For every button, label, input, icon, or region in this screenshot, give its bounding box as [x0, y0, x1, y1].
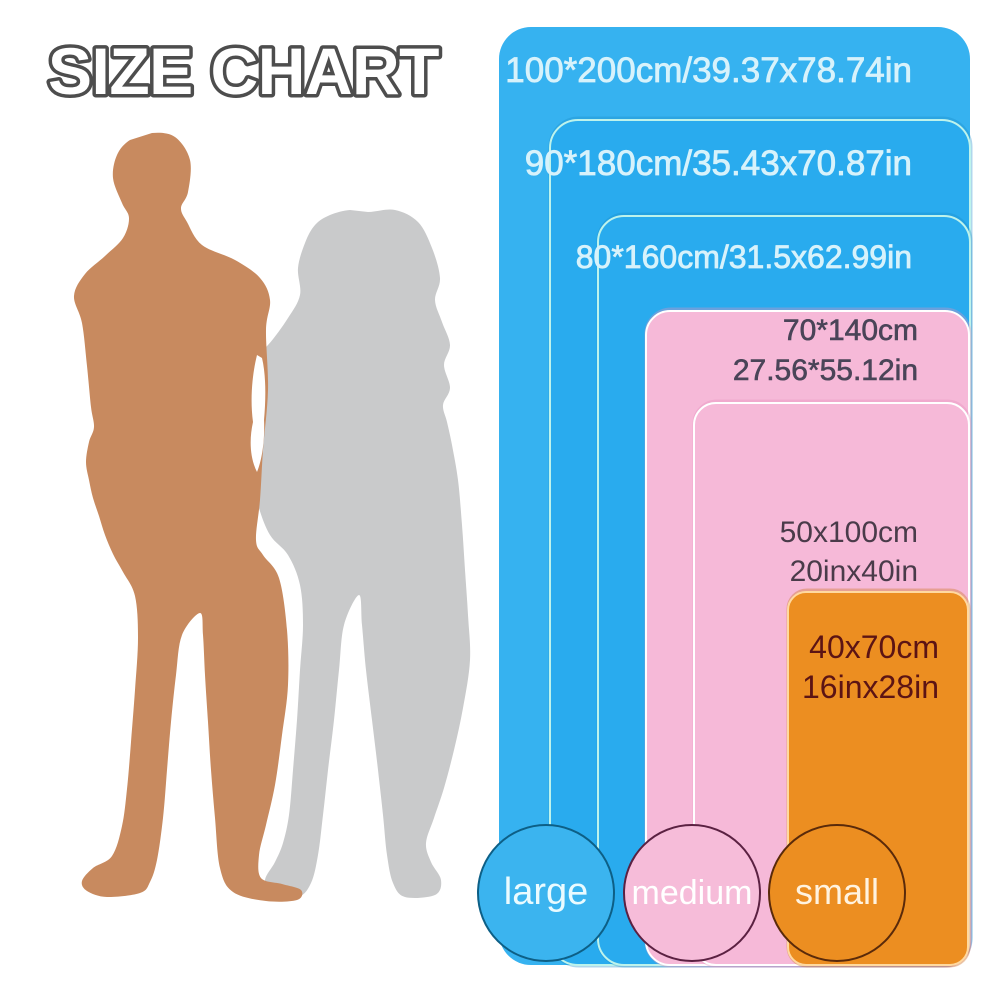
svg-text:80*160cm/31.5x62.99in: 80*160cm/31.5x62.99in [576, 239, 912, 275]
svg-text:50x100cm: 50x100cm [780, 516, 918, 549]
svg-text:large: large [504, 871, 589, 913]
svg-text:16inx28in: 16inx28in [802, 669, 939, 705]
svg-text:medium: medium [632, 874, 753, 912]
svg-text:100*200cm/39.37x78.74in: 100*200cm/39.37x78.74in [505, 51, 912, 90]
svg-text:27.56*55.12in: 27.56*55.12in [733, 354, 918, 387]
svg-text:small: small [795, 871, 879, 912]
svg-text:90*180cm/35.43x70.87in: 90*180cm/35.43x70.87in [525, 144, 912, 183]
svg-text:70*140cm: 70*140cm [783, 314, 918, 347]
svg-text:40x70cm: 40x70cm [809, 629, 939, 665]
svg-text:20inx40in: 20inx40in [790, 555, 918, 588]
